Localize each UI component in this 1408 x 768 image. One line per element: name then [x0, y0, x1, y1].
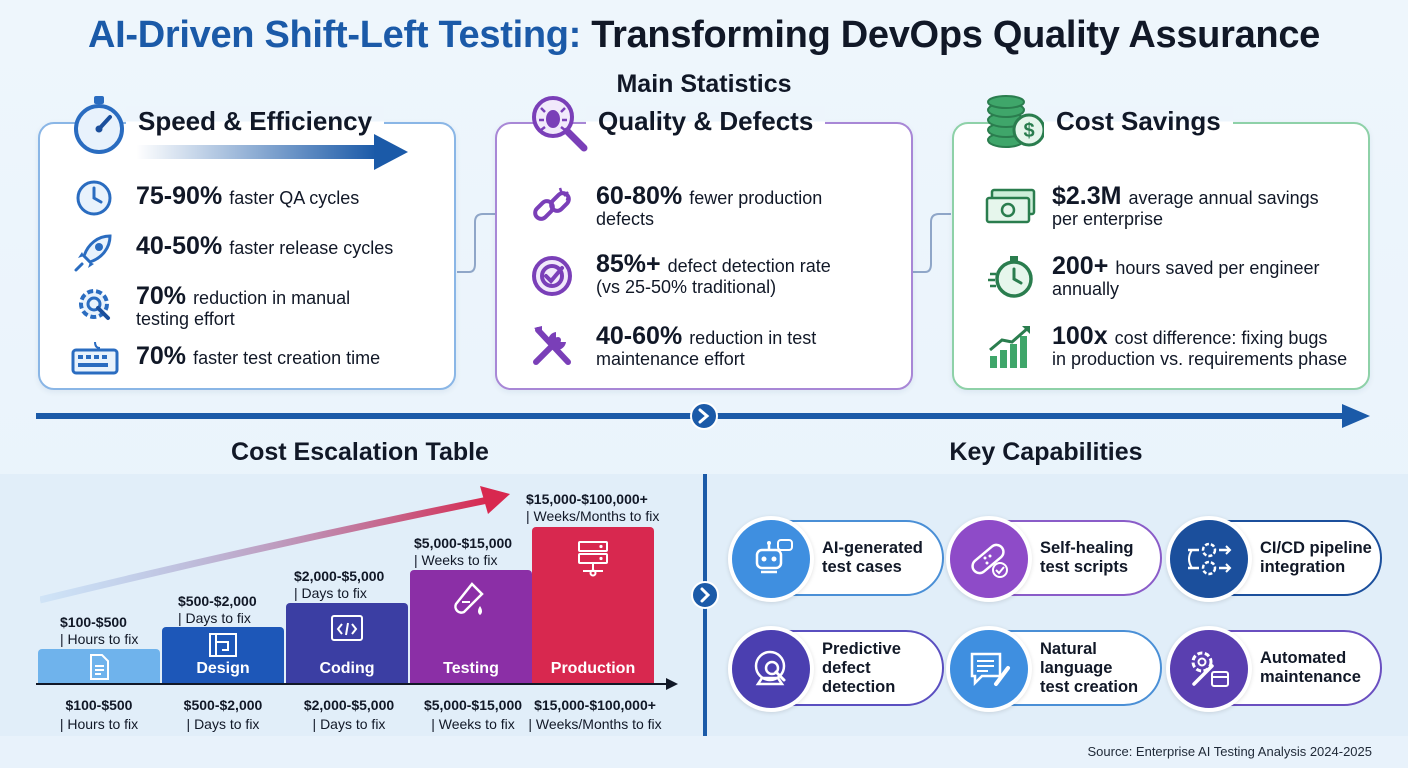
divider-chevron: [691, 581, 719, 609]
tools-icon: [528, 322, 576, 370]
bar-testing: [410, 570, 532, 684]
blueprint-icon: [208, 632, 238, 663]
top-label-coding: $2,000-$5,000 | Days to fix: [294, 568, 385, 601]
capability-predictive: Predictive defect detection: [728, 626, 944, 712]
timeline-arrow: [36, 402, 1370, 430]
bandage-icon: [946, 516, 1032, 602]
capability-ai-generated: AI-generated test cases: [728, 516, 944, 602]
card-connector-right: [913, 213, 951, 273]
top-label-design: $500-$2,000 | Days to fix: [178, 593, 257, 626]
document-icon: [88, 654, 110, 685]
stat-speed-3: 70% reduction in manual testing effort: [136, 282, 351, 330]
stat-quality-2: 85%+ defect detection rate (vs 25-50% tra…: [596, 250, 831, 298]
crystal-ball-icon: [728, 626, 814, 712]
svg-text:$: $: [1023, 120, 1034, 142]
bug-magnifier-icon: [528, 92, 590, 154]
pipeline-gears-icon: [1166, 516, 1252, 602]
robot-icon: [728, 516, 814, 602]
speed-arrow: [136, 134, 408, 170]
growth-chart-icon: [986, 324, 1034, 370]
title-rest: Transforming DevOps Quality Assurance: [591, 14, 1320, 56]
page-title: AI-Driven Shift-Left Testing: Transformi…: [0, 14, 1408, 57]
card-title-quality: Quality & Defects: [586, 106, 826, 137]
bottom-label-requirements: $100-$500 | Hours to fix: [59, 697, 139, 732]
escalation-trend-arrow: [40, 486, 510, 604]
broken-link-icon: [530, 184, 574, 228]
stat-speed-4: 70% faster test creation time: [136, 342, 381, 370]
stat-speed-1: 75-90% faster QA cycles: [136, 182, 360, 210]
cost-escalation-heading: Cost Escalation Table: [231, 438, 489, 466]
stopwatch-icon: [70, 93, 128, 155]
card-connector-left: [457, 213, 495, 273]
stat-cost-2: 200+ hours saved per engineer annually: [1052, 252, 1320, 300]
coins-dollar-icon: $: [984, 94, 1048, 152]
code-window-icon: [330, 614, 364, 647]
stat-speed-2: 40-50% faster release cycles: [136, 232, 394, 260]
chat-pencil-icon: [946, 626, 1032, 712]
stat-cost-3: 100x cost difference: fixing bugs in prod…: [1052, 322, 1348, 370]
bar-label-design: Design: [196, 660, 250, 677]
title-highlight: AI-Driven Shift-Left Testing:: [87, 14, 582, 56]
top-label-testing: $5,000-$15,000 | Weeks to fix: [414, 535, 513, 568]
bottom-label-design: $500-$2,000 | Days to fix: [183, 697, 263, 732]
stat-cost-1: $2.3M average annual savings per enterpri…: [1052, 182, 1319, 230]
bar-label-coding: Coding: [319, 660, 375, 677]
capability-automated-maintenance: Automated maintenance: [1166, 626, 1382, 712]
key-capabilities-heading: Key Capabilities: [949, 438, 1143, 466]
server-icon: [577, 540, 609, 583]
clock-icon: [74, 178, 114, 218]
bar-label-testing: Testing: [443, 660, 499, 677]
timer-icon: [988, 252, 1036, 300]
speed-efficiency-card: [38, 122, 456, 390]
card-title-cost: Cost Savings: [1044, 106, 1233, 137]
bottom-label-testing: $5,000-$15,000 | Weeks to fix: [423, 697, 523, 732]
cost-axis: [36, 678, 678, 690]
main-statistics-heading: Main Statistics: [616, 70, 792, 98]
cash-icon: [984, 188, 1036, 226]
top-label-production: $15,000-$100,000+ | Weeks/Months to fix: [526, 491, 660, 524]
stat-quality-3: 40-60% reduction in test maintenance effo…: [596, 322, 817, 370]
bottom-label-production: $15,000-$100,000+ | Weeks/Months to fix: [528, 697, 662, 732]
source-note: Source: Enterprise AI Testing Analysis 2…: [1087, 744, 1373, 759]
card-title-speed: Speed & Efficiency: [126, 106, 385, 137]
capability-self-healing: Self-healing test scripts: [946, 516, 1162, 602]
rocket-icon: [72, 230, 116, 274]
capability-cicd: CI/CD pipeline integration: [1166, 516, 1382, 602]
stat-quality-1: 60-80% fewer production defects: [596, 182, 823, 230]
keyboard-icon: [70, 340, 120, 376]
bar-label-production: Production: [550, 660, 636, 677]
gear-calendar-icon: [1166, 626, 1252, 712]
top-label-requirements: $100-$500 | Hours to fix: [60, 614, 139, 647]
target-icon: [530, 252, 576, 298]
gear-wrench-icon: [72, 282, 116, 326]
test-tube-icon: [452, 582, 488, 623]
capability-natural-language: Natural language test creation: [946, 626, 1162, 712]
bottom-label-coding: $2,000-$5,000 | Days to fix: [303, 697, 395, 732]
